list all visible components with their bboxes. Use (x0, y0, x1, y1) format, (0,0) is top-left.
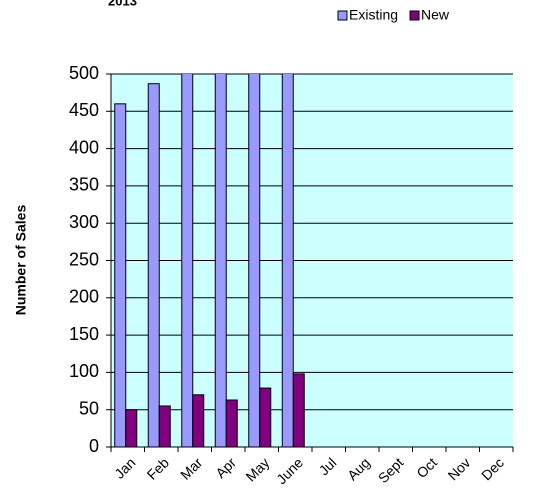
y-tick-label: 400 (69, 137, 99, 157)
x-tick-label: Oct (413, 454, 440, 481)
bar (181, 74, 194, 447)
legend-swatch (337, 10, 348, 21)
bars (114, 74, 305, 447)
x-tick-label: Mar (177, 454, 206, 483)
x-tick-label: Aug (344, 454, 373, 483)
legend-label: Existing (349, 7, 398, 23)
x-tick-label: Sept (375, 454, 407, 486)
x-tick-label: Feb (144, 454, 173, 483)
x-tick-label: Jul (316, 454, 340, 478)
y-tick-label: 0 (89, 436, 99, 456)
bar (147, 83, 160, 447)
x-tick-label: Jan (111, 454, 138, 481)
y-tick-label: 450 (69, 100, 99, 120)
y-tick-label: 150 (69, 324, 99, 344)
x-tick-label: Dec (478, 454, 507, 483)
x-tick-label: Apr (212, 454, 239, 481)
x-tick-label: Nov (445, 454, 474, 483)
bar (281, 74, 294, 447)
x-tick-label: June (273, 454, 306, 487)
bar (214, 74, 227, 447)
y-tick-label: 200 (69, 287, 99, 307)
bar (248, 74, 261, 447)
y-tick-label: 100 (69, 361, 99, 381)
y-tick-label: 500 (69, 63, 99, 83)
x-tick-label: May (242, 454, 272, 484)
legend-swatch (409, 10, 420, 21)
chart-title: 2013 (108, 0, 137, 8)
bar (225, 399, 238, 447)
bar (158, 405, 171, 447)
legend-label: New (421, 7, 450, 23)
bar (292, 373, 305, 447)
y-tick-label: 250 (69, 249, 99, 269)
bar (114, 103, 127, 447)
y-tick-label: 350 (69, 175, 99, 195)
bar (192, 394, 205, 447)
bar (259, 387, 272, 447)
bar (125, 409, 138, 447)
y-tick-label: 300 (69, 212, 99, 232)
y-axis-label: Number of Sales (13, 205, 29, 316)
y-tick-label: 50 (79, 398, 99, 418)
